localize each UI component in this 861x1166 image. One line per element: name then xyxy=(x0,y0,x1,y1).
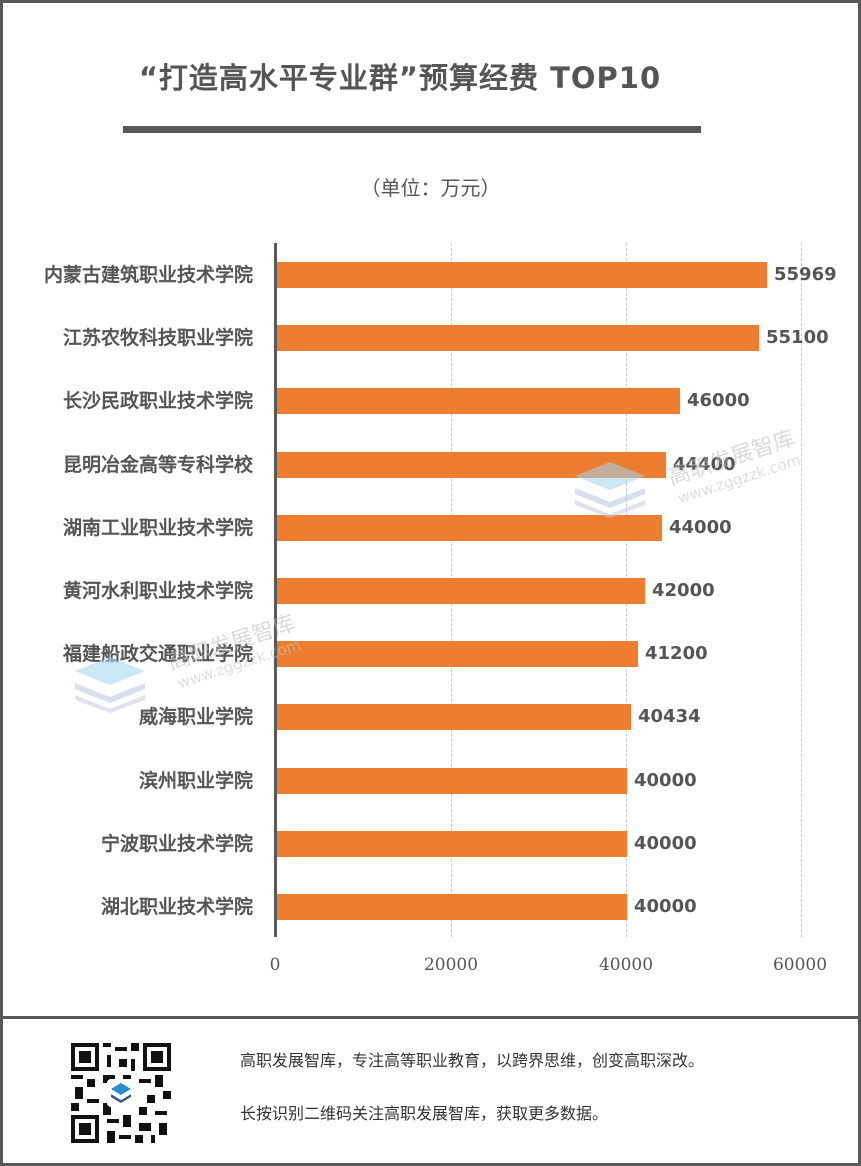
category-label: 威海职业学院 xyxy=(138,706,253,728)
chart-title: “打造高水平专业群”预算经费 TOP10 xyxy=(138,61,662,95)
title-divider xyxy=(123,126,701,133)
value-label: 46000 xyxy=(687,390,750,411)
footer-divider xyxy=(0,1016,861,1019)
qr-code-icon[interactable] xyxy=(70,1043,172,1143)
bar xyxy=(277,452,666,478)
value-label: 44400 xyxy=(673,454,736,475)
category-label: 江苏农牧科技职业学院 xyxy=(62,327,253,349)
x-tick: 60000 xyxy=(772,955,828,975)
category-label: 内蒙古建筑职业技术学院 xyxy=(43,264,253,286)
value-label: 40000 xyxy=(634,896,697,917)
value-label: 40000 xyxy=(634,833,697,854)
bar xyxy=(277,894,627,920)
category-label: 昆明冶金高等专科学校 xyxy=(62,454,253,476)
category-label: 长沙民政职业技术学院 xyxy=(62,390,253,412)
y-axis-line xyxy=(274,243,277,937)
x-tick: 40000 xyxy=(598,955,654,975)
bar xyxy=(277,325,759,351)
category-label: 黄河水利职业技术学院 xyxy=(62,580,253,602)
bar xyxy=(277,704,631,730)
bar xyxy=(277,768,627,794)
category-label: 滨州职业学院 xyxy=(138,770,253,792)
value-label: 41200 xyxy=(645,643,708,664)
bar xyxy=(277,515,662,541)
footer-slogan: 高职发展智库，专注高等职业教育，以跨界思维，创变高职深改。 xyxy=(240,1051,705,1070)
gridline-60000 xyxy=(801,243,802,937)
bar-chart: 0 20000 40000 60000 内蒙古建筑职业技术学院 55969 江苏农牧… xyxy=(43,243,837,975)
bar xyxy=(277,388,680,414)
value-label: 42000 xyxy=(652,580,715,601)
bar xyxy=(277,578,645,604)
value-label: 55100 xyxy=(766,327,829,348)
bar xyxy=(277,641,638,667)
x-tick: 20000 xyxy=(423,955,479,975)
x-tick: 0 xyxy=(269,955,281,975)
category-label: 湖南工业职业技术学院 xyxy=(62,517,253,539)
value-label: 40434 xyxy=(638,706,701,727)
footer-cta: 长按识别二维码关注高职发展智库，获取更多数据。 xyxy=(240,1104,609,1123)
value-label: 44000 xyxy=(669,517,732,538)
value-label: 40000 xyxy=(634,770,697,791)
bar xyxy=(277,262,767,288)
bar xyxy=(277,831,627,857)
category-label: 宁波职业技术学院 xyxy=(100,833,253,855)
value-label: 55969 xyxy=(774,264,837,285)
category-label: 福建船政交通职业学院 xyxy=(62,643,253,665)
unit-label: （单位：万元） xyxy=(360,176,501,200)
category-label: 湖北职业技术学院 xyxy=(100,896,253,918)
